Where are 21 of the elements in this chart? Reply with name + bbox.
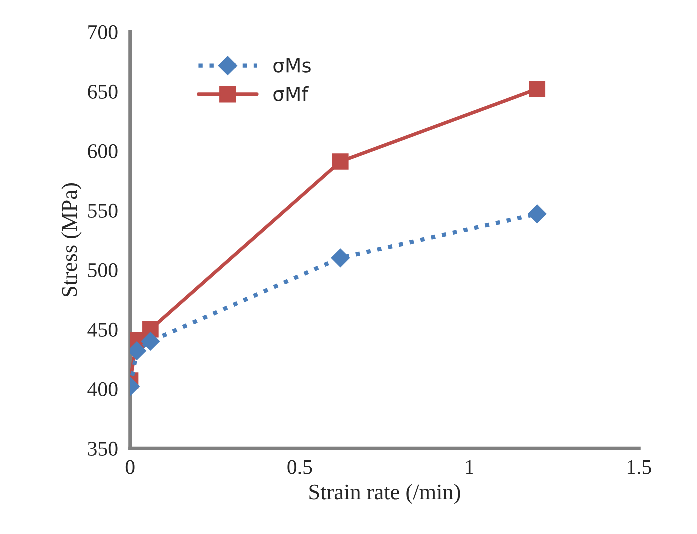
x-tick-label: 0 (126, 460, 135, 474)
y-tick-label: 450 (88, 322, 118, 337)
y-tick-label: 700 (88, 25, 118, 40)
x-axis-title: Strain rate (/min) (310, 484, 460, 504)
point (528, 204, 547, 224)
y-tick-label: 550 (88, 204, 118, 218)
y-tick-label: 600 (88, 144, 118, 158)
y-axis-title: Stress (MPa) (62, 184, 82, 297)
x-tick-label: 1.5 (628, 460, 652, 474)
point (529, 81, 546, 98)
y-tick-label: 400 (88, 382, 118, 396)
legend-label: σMs (274, 58, 311, 73)
legend-label: σMf (274, 86, 309, 102)
point (332, 154, 349, 170)
y-tick-label: 350 (88, 442, 118, 456)
y-tick-label: 500 (88, 263, 118, 278)
y-tick-label: 650 (88, 84, 118, 99)
x-tick-label: 1 (466, 460, 474, 474)
point (331, 248, 350, 268)
x-tick-label: 0.5 (288, 460, 312, 474)
point (141, 332, 160, 351)
